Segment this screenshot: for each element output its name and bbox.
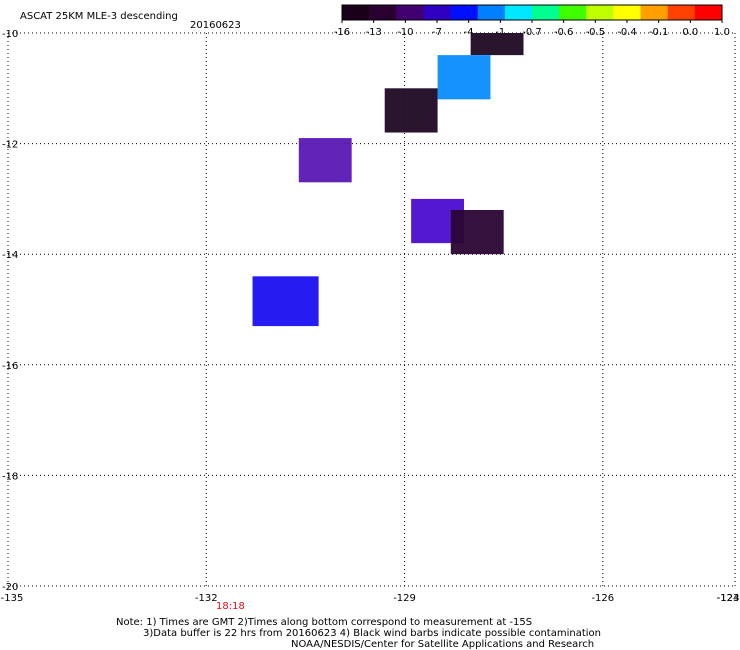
colorbar-label: -13: [365, 27, 381, 38]
colorbar-swatch: [504, 5, 533, 20]
lon-tick-label: -123: [717, 593, 740, 604]
note-line-3: NOAA/NESDIS/Center for Satellite Applica…: [291, 639, 594, 650]
lat-tick-label: -16: [2, 361, 18, 372]
wind-cell: [437, 55, 491, 100]
colorbar-swatch: [450, 5, 479, 20]
colorbar-label: -0.6: [554, 27, 574, 38]
wind-cell: [252, 276, 319, 327]
colorbar-swatch: [477, 5, 506, 20]
time-marker: 18:18: [216, 601, 245, 612]
lon-tick-label: -124: [717, 593, 740, 604]
colorbar-label: -0.4: [617, 27, 637, 38]
colorbar-swatch: [559, 5, 587, 20]
colorbar-swatch: [613, 5, 642, 20]
lat-tick-label: -20: [2, 582, 18, 593]
lon-tick-label: -129: [393, 593, 416, 604]
colorbar-swatch: [640, 5, 669, 20]
colorbar-swatch: [423, 5, 452, 20]
colorbar-label: 0.0: [682, 27, 698, 38]
colorbar-swatch: [532, 5, 560, 20]
product-date: 20160623: [190, 20, 241, 31]
colorbar-swatch: [586, 5, 614, 20]
note-line-2: 3)Data buffer is 22 hrs from 20160623 4)…: [143, 628, 601, 639]
colorbar-swatch: [396, 5, 424, 20]
colorbar-label: -0.1: [649, 27, 669, 38]
colorbar-label: 1.0: [714, 27, 730, 38]
colorbar: -16-13-10-7-4-1-0.7-0.6-0.5-0.4-0.10.01.…: [334, 4, 730, 38]
lon-tick-label: -135: [1, 593, 24, 604]
plot-area: -10-12-14-16-18-20 -135 -132 -129 -126 -123-…: [1, 29, 740, 604]
colorbar-swatch: [342, 5, 370, 20]
wind-cell: [384, 88, 438, 133]
colorbar-swatch: [667, 5, 696, 20]
wind-cell: [470, 33, 524, 56]
data-cells: [252, 33, 524, 327]
longitude-labels: -135 -132 -129 -126 -123-124: [1, 593, 740, 604]
colorbar-swatch: [694, 5, 723, 20]
wind-cell: [298, 138, 352, 183]
colorbar-label: -16: [334, 27, 350, 38]
plot-frame: [8, 33, 735, 586]
note-line-1: Note: 1) Times are GMT 2)Times along bot…: [116, 617, 532, 628]
colorbar-swatch: [369, 5, 397, 20]
lon-tick-label: -132: [195, 593, 218, 604]
product-title: ASCAT 25KM MLE-3 descending: [20, 11, 178, 22]
lon-tick-label: -126: [591, 593, 614, 604]
colorbar-label: -10: [397, 27, 413, 38]
lat-tick-label: -10: [2, 29, 18, 40]
graticule: [7, 32, 736, 587]
wind-cell: [450, 209, 504, 255]
lat-tick-label: -18: [2, 471, 18, 482]
colorbar-label: -0.5: [586, 27, 606, 38]
lat-tick-label: -12: [2, 140, 18, 151]
lat-tick-label: -14: [2, 250, 18, 261]
latitude-labels: -10 -12 -14 -16 -18 -20: [2, 29, 18, 593]
